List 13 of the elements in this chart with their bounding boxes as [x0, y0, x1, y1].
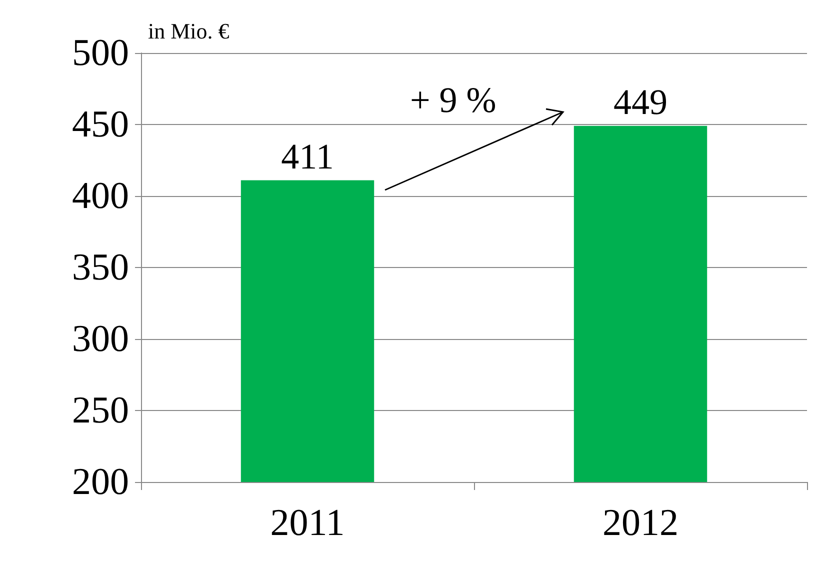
data-label: 411 [281, 136, 334, 176]
y-tick-label: 200 [72, 461, 129, 503]
y-tick-label: 450 [72, 104, 129, 146]
y-tick-label: 500 [72, 32, 129, 74]
x-tick-label: 2011 [270, 502, 345, 544]
y-tick-label: 350 [72, 246, 129, 288]
y-tick-label: 250 [72, 390, 129, 432]
text: in Mio. € [148, 18, 230, 44]
data-label: 449 [614, 82, 668, 122]
annotation: + 9 % [410, 80, 496, 120]
x-tick-label: 2012 [602, 502, 678, 544]
y-tick-label: 300 [72, 318, 129, 360]
y-tick-label: 400 [72, 175, 129, 217]
